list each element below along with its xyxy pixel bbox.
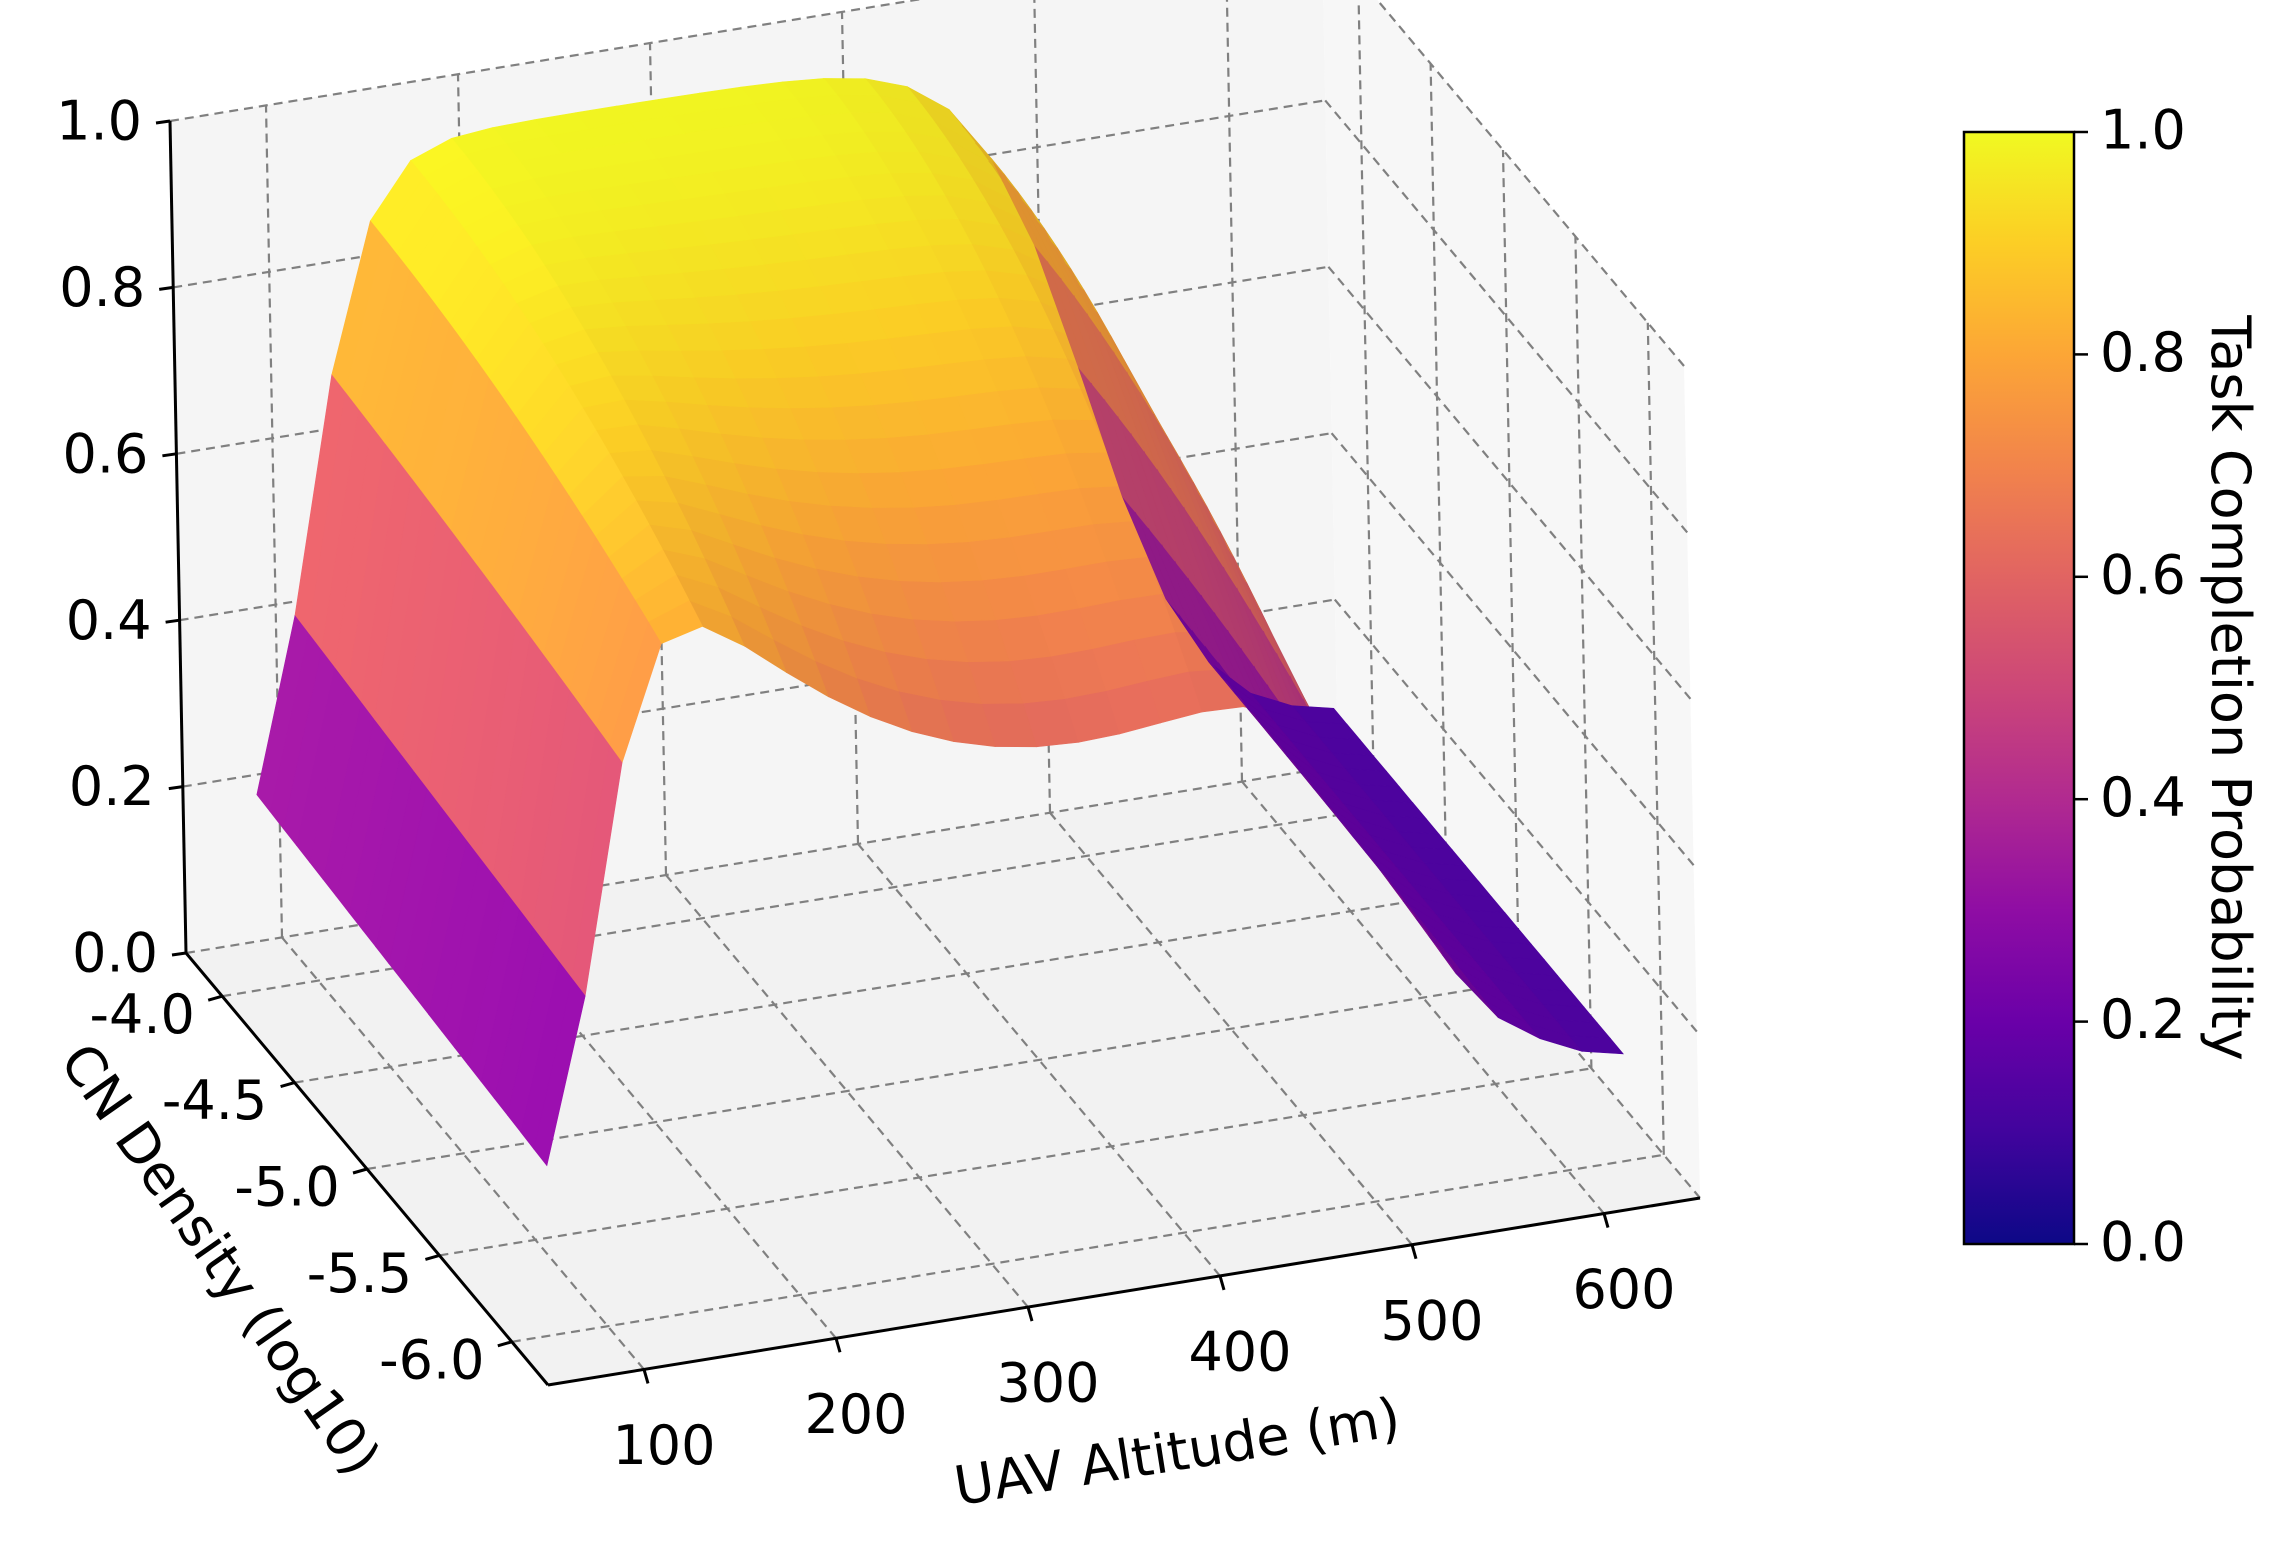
- z-tick-label: 0.0: [72, 922, 158, 985]
- grid-line-y: [1501, 149, 1521, 983]
- z-tick-label: 0.8: [59, 256, 145, 319]
- y-tick-mark: [424, 1253, 440, 1261]
- x-axis-line: [547, 1196, 1701, 1387]
- z-axis-ticks: 0.0 0.2 0.4 0.6 0.8 1.0: [56, 90, 187, 985]
- grid-line-y: [1646, 322, 1665, 1155]
- y-tick-label: -4.5: [162, 1069, 267, 1132]
- x-tick-mark: [1026, 1306, 1034, 1322]
- grid-line-y: [1429, 63, 1448, 896]
- z-tick-mark: [165, 618, 180, 624]
- x-tick-mark: [1602, 1213, 1610, 1228]
- z-tick-mark: [171, 951, 187, 957]
- grid-lines: [169, 0, 1701, 1371]
- z-tick-label: 0.6: [63, 422, 149, 485]
- z-tick-label: 1.0: [56, 90, 142, 153]
- grid-line-x: [1241, 780, 1605, 1215]
- x-tick-mark: [834, 1337, 842, 1353]
- y-tick-mark: [207, 994, 223, 1002]
- z-tick-mark: [168, 785, 184, 791]
- y-tick-mark: [497, 1340, 513, 1348]
- z-tick-label: 0.2: [69, 755, 155, 818]
- x-tick-label: 400: [1188, 1321, 1291, 1384]
- y-tick-mark: [280, 1081, 296, 1089]
- y-tick-label: -5.0: [234, 1156, 339, 1219]
- grid-line-y: [1357, 0, 1376, 810]
- z-tick-mark: [155, 119, 171, 125]
- grid-line-x: [281, 936, 645, 1371]
- x-tick-label: 500: [1380, 1289, 1483, 1352]
- x-tick-label: 200: [804, 1383, 907, 1446]
- grid-line-x: [665, 874, 1029, 1308]
- y-tick-label: -5.5: [307, 1242, 412, 1305]
- z-tick-mark: [158, 285, 174, 291]
- colorbar: [1962, 130, 2076, 1246]
- z-tick-mark: [162, 452, 177, 458]
- colorbar-tick-label: 0.2: [2100, 988, 2186, 1051]
- x-tick-mark: [1218, 1275, 1226, 1291]
- grid-line-z: [1375, 0, 1685, 367]
- grid-line-z: [1327, 266, 1692, 700]
- colorbar-tick-label: 0.4: [2100, 766, 2186, 829]
- grid-line-z: [1330, 432, 1695, 866]
- x-axis-ticks: 100 200 300 400 500 600: [612, 1213, 1676, 1477]
- x-tick-label: 100: [612, 1414, 715, 1477]
- colorbar-tick-label: 0.0: [2100, 1211, 2186, 1274]
- colorbar-tick-label: 0.6: [2100, 543, 2186, 606]
- x-tick-label: 600: [1572, 1258, 1675, 1321]
- z-tick-label: 0.4: [66, 589, 152, 652]
- surface-mesh: [256, 78, 1624, 1167]
- x-tick-label: 300: [996, 1352, 1099, 1415]
- colorbar-tick-label: 1.0: [2100, 99, 2186, 162]
- grid-line-z: [1333, 598, 1698, 1033]
- colorbar-tick-label: 0.8: [2100, 321, 2186, 384]
- grid-line-x: [857, 843, 1221, 1277]
- grid-line-x: [1049, 812, 1413, 1246]
- y-axis-ticks: -4.0 -4.5 -5.0 -5.5 -6.0: [90, 983, 513, 1391]
- y-tick-label: -6.0: [379, 1328, 484, 1391]
- z-axis-line: [168, 120, 188, 954]
- y-tick-mark: [352, 1167, 368, 1175]
- grid-line-z: [1324, 99, 1689, 534]
- y-tick-label: -4.0: [90, 983, 195, 1046]
- grid-line-y: [1574, 236, 1593, 1069]
- colorbar-ticks: 0.0 0.2 0.4 0.6 0.8 1.0: [2074, 99, 2186, 1274]
- colorbar-label: Task Completion Probability: [2199, 314, 2262, 1061]
- surface-patch: [256, 615, 309, 813]
- x-tick-mark: [642, 1369, 650, 1384]
- x-tick-mark: [1410, 1244, 1418, 1260]
